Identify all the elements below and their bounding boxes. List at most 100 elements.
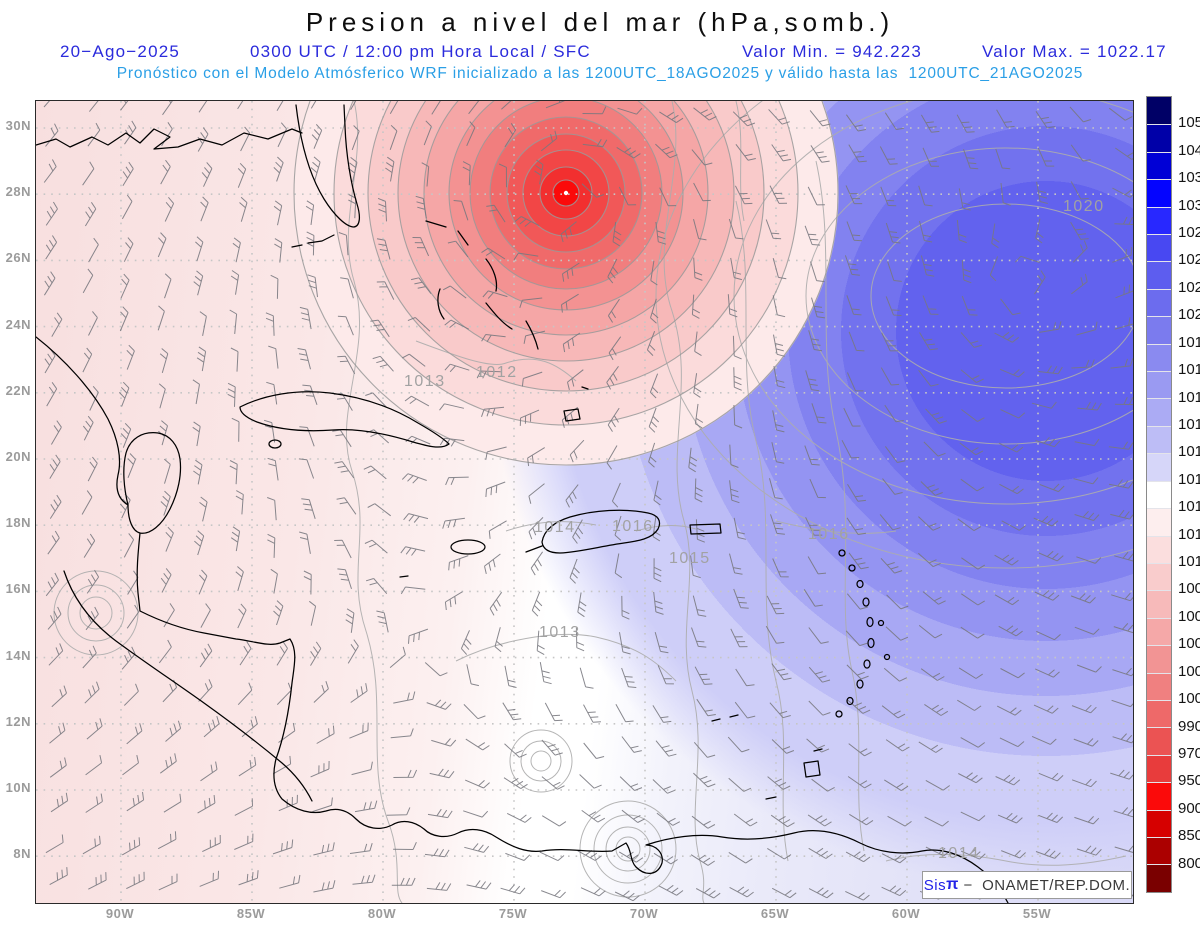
- lat-tick-label: 28N: [5, 184, 31, 200]
- colorbar-cell: [1147, 836, 1171, 865]
- colorbar-cell: [1147, 371, 1171, 399]
- colorbar-cell: [1147, 480, 1171, 509]
- pacific-coast: [63, 570, 313, 802]
- florida-keys: [291, 234, 335, 248]
- colorbar-cell: [1147, 206, 1171, 235]
- colorbar-cell: [1147, 261, 1171, 289]
- colorbar-tick-label: 970: [1178, 744, 1200, 762]
- map-panel: 1020 1013 1012 1014 1016 1015 1016 1013 1014 Sis…: [35, 100, 1134, 904]
- colorbar-cell: [1147, 590, 1171, 618]
- colorbar-tick-label: 1020: [1178, 306, 1200, 324]
- latlon-grid: [36, 101, 1133, 903]
- hurricane-center-dot: [563, 190, 569, 196]
- colorbar-tick-label: 1035: [1178, 169, 1200, 187]
- lesser-antilles: [835, 549, 891, 718]
- colorbar-tick-label: 950: [1178, 772, 1200, 790]
- colorbar-cell: [1147, 782, 1171, 810]
- colorbar-cell: [1147, 672, 1171, 700]
- colorbar-cell: [1147, 316, 1171, 344]
- colorbar-tick-label: 900: [1178, 799, 1200, 817]
- lon-tick-label: 85W: [236, 906, 266, 921]
- lat-tick-label: 10N: [5, 780, 31, 795]
- colorbar-cell: [1147, 124, 1171, 152]
- lat-tick-label: 12N: [5, 713, 31, 729]
- central-america-south-america-coast: [139, 610, 1009, 903]
- lon-tick-label: 90W: [105, 906, 135, 921]
- lon-tick-label: 80W: [367, 906, 397, 921]
- valid-date: 20−Ago−2025: [60, 42, 181, 61]
- colorbar-cell: [1147, 727, 1171, 755]
- isobar-labels: 1020 1013 1012 1014 1016 1015 1016 1013 1014: [36, 101, 1133, 903]
- page-title: Presion a nivel del mar (hPa,somb.): [305, 7, 895, 37]
- colorbar-tick-label: 1014: [1178, 470, 1200, 488]
- colorbar-tick-label: 1015: [1178, 443, 1200, 461]
- pressure-colorbar: [1146, 96, 1172, 893]
- hurricane-low-shading: [36, 101, 1133, 903]
- colorbar-tick-label: 1028: [1178, 224, 1200, 242]
- colorbar-cell: [1147, 398, 1171, 426]
- gulf-coast: [36, 128, 303, 150]
- lon-tick-label: 65W: [760, 906, 790, 921]
- colorbar-tick-label: 1017: [1178, 388, 1200, 406]
- lon-tick-label: 60W: [891, 906, 921, 921]
- colorbar-cell: [1147, 508, 1171, 536]
- colorbar-tick-label: 1050: [1178, 114, 1200, 132]
- hurricane-isobar-rings: [293, 101, 839, 466]
- pi-logo: π: [946, 876, 959, 893]
- isobar-value-label: 1012: [476, 364, 518, 381]
- isla-juventud: [268, 439, 282, 449]
- colorbar-tick-label: 1000: [1178, 690, 1200, 708]
- value-min-label: Valor Min. = 942.223: [742, 42, 923, 61]
- isobar-value-label: 1016: [808, 526, 850, 543]
- colorbar-tick-label: 1016: [1178, 415, 1200, 433]
- colorbar-tick-label: 1025: [1178, 251, 1200, 269]
- colorbar-cell: [1147, 535, 1171, 563]
- wind-barbs: [43, 101, 1133, 902]
- colorbar-cell: [1147, 179, 1171, 207]
- lon-tick-label: 70W: [629, 906, 659, 921]
- valid-time: 0300 UTC / 12:00 pm Hora Local / SFC: [250, 42, 591, 61]
- colorbar-tick-label: 850: [1178, 827, 1200, 845]
- trinidad-tobago: [803, 748, 823, 778]
- cayman: [399, 575, 409, 578]
- attribution-box: Sis π − ONAMET/REP.DOM.: [922, 871, 1132, 899]
- colorbar-tick-label: 1018: [1178, 361, 1200, 379]
- isobar-value-label: 1014: [534, 519, 576, 536]
- value-max-label: Valor Max. = 1022.17: [982, 42, 1167, 61]
- colorbar-tick-label: 1030: [1178, 196, 1200, 214]
- mexico-campeche: [36, 336, 129, 506]
- abc-islands: [711, 714, 739, 722]
- lat-tick-label: 22N: [5, 382, 31, 398]
- colorbar-cell: [1147, 151, 1171, 180]
- colorbar-cell: [1147, 97, 1171, 125]
- lat-tick-label: 20N: [5, 449, 31, 464]
- colorbar-tick-label: 1012: [1178, 525, 1200, 543]
- florida: [295, 104, 361, 228]
- isobar-value-label: 1013: [539, 624, 581, 641]
- colorbar-cell: [1147, 343, 1171, 372]
- colorbar-cell: [1147, 617, 1171, 646]
- colorbar-tick-label: 1004: [1178, 635, 1200, 653]
- colorbar-tick-label: 800: [1178, 854, 1200, 872]
- lat-tick-label: 18N: [5, 515, 31, 531]
- colorbar-cell: [1147, 699, 1171, 728]
- colorbar-tick-label: 1022: [1178, 278, 1200, 296]
- colorbar-cell: [1147, 645, 1171, 673]
- colorbar-tick-label: 1010: [1178, 553, 1200, 571]
- isobar-value-label: 1015: [669, 550, 711, 567]
- jamaica: [450, 539, 486, 555]
- colorbar-cell: [1147, 234, 1171, 262]
- puerto-rico: [689, 523, 722, 535]
- cuba: [239, 391, 450, 448]
- colorbar-cell: [1147, 288, 1171, 317]
- app-name: Sis: [923, 876, 947, 894]
- colorbar-cell: [1147, 453, 1171, 481]
- coastlines: [36, 104, 1009, 903]
- lat-tick-label: 14N: [5, 647, 31, 663]
- org-name: − ONAMET/REP.DOM.: [958, 876, 1131, 894]
- lat-tick-label: 24N: [5, 316, 31, 332]
- colorbar-cell: [1147, 809, 1171, 837]
- lat-tick-label: 30N: [5, 118, 31, 133]
- colorbar-cell: [1147, 425, 1171, 454]
- colorbar-cell: [1147, 562, 1171, 591]
